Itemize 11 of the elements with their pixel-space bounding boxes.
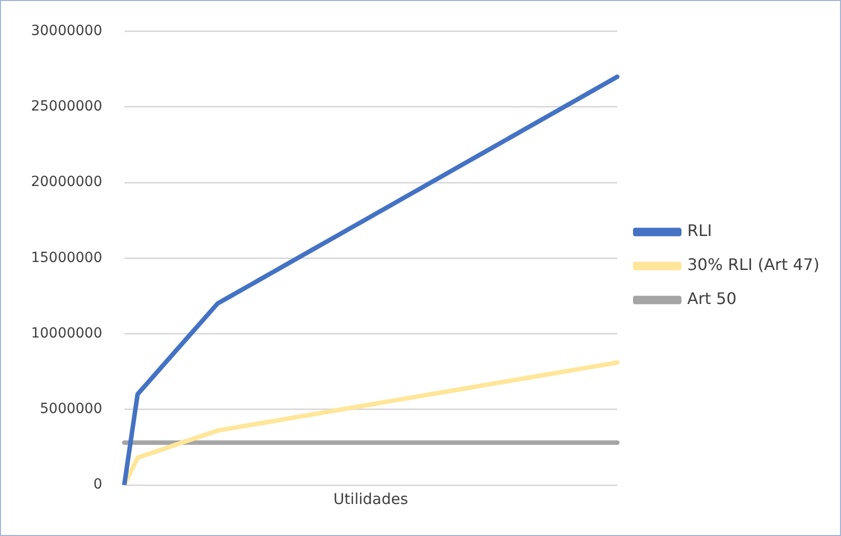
y-tick-label: 15000000 xyxy=(30,250,102,266)
y-tick-label: 25000000 xyxy=(30,98,102,115)
y-tick-label: 20000000 xyxy=(30,174,102,190)
y-tick-label: 10000000 xyxy=(30,325,102,342)
legend-label: 30% RLI (Art 47) xyxy=(687,255,820,274)
y-tick-label: 0 xyxy=(93,476,102,493)
y-tick-label: 30000000 xyxy=(30,23,102,40)
y-tick-label: 5000000 xyxy=(40,401,102,418)
legend-label: RLI xyxy=(687,221,712,240)
x-axis-title: Utilidades xyxy=(333,490,408,508)
legend-label: Art 50 xyxy=(687,289,736,308)
